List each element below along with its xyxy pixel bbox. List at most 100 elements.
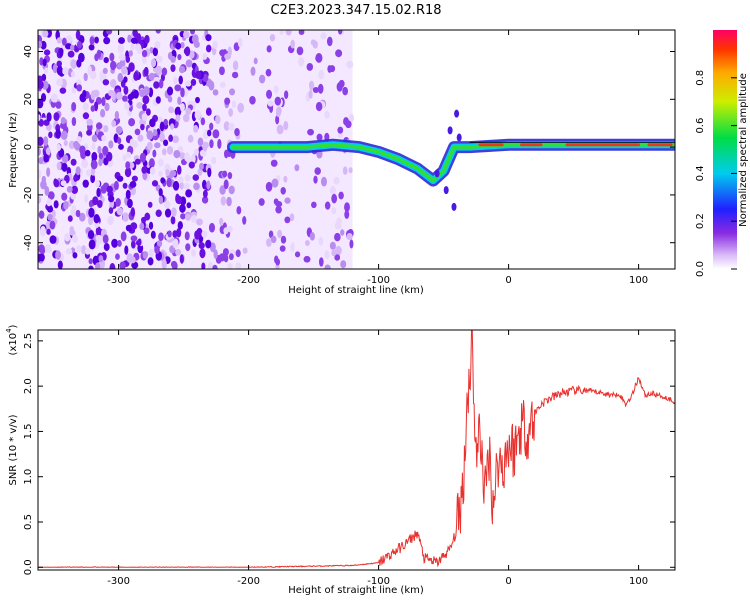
noise-speckle	[86, 118, 94, 126]
noise-speckle	[152, 149, 157, 158]
noise-speckle	[56, 143, 62, 152]
noise-speckle	[61, 154, 69, 164]
noise-speckle	[283, 120, 289, 131]
noise-speckle	[197, 137, 204, 146]
noise-speckle	[87, 215, 94, 226]
noise-speckle	[117, 137, 122, 145]
noise-speckle	[56, 78, 63, 87]
noise-speckle	[174, 106, 182, 117]
noise-speckle	[106, 185, 113, 194]
noise-speckle	[115, 92, 123, 100]
noise-speckle	[105, 30, 113, 35]
noise-speckle	[158, 195, 164, 205]
noise-speckle	[212, 264, 218, 269]
bottom-y-axis-label: SNR (10 * v/v)	[8, 414, 19, 485]
noise-speckle	[96, 49, 102, 59]
noise-speckle	[231, 71, 239, 79]
noise-speckle	[139, 89, 145, 98]
noise-speckle	[123, 85, 129, 95]
noise-speckle	[205, 44, 212, 53]
noise-speckle	[116, 175, 124, 182]
noise-speckle	[207, 261, 214, 269]
noise-speckle	[163, 139, 169, 147]
noise-speckle	[91, 134, 98, 143]
colorbar-tick-label: 0.4	[695, 165, 706, 181]
noise-speckle	[91, 142, 96, 150]
colorbar	[713, 30, 737, 269]
noise-speckle	[52, 63, 58, 74]
noise-speckle	[212, 129, 220, 139]
noise-speckle	[340, 229, 345, 236]
noise-speckle	[159, 121, 165, 132]
noise-speckle	[202, 131, 207, 139]
noise-speckle	[38, 114, 41, 122]
noise-speckle	[82, 89, 87, 98]
noise-speckle	[92, 196, 99, 206]
noise-speckle	[155, 209, 162, 218]
noise-speckle	[148, 158, 155, 169]
noise-speckle	[167, 95, 173, 103]
noise-speckle	[147, 257, 154, 266]
noise-speckle	[284, 90, 289, 99]
noise-speckle	[103, 57, 109, 64]
noise-speckle	[165, 169, 170, 177]
noise-speckle	[43, 136, 49, 147]
noise-speckle	[166, 86, 174, 96]
noise-speckle	[53, 179, 60, 188]
noise-speckle	[168, 134, 174, 142]
noise-speckle	[113, 180, 119, 191]
noise-speckle	[205, 239, 212, 249]
noise-speckle	[290, 39, 296, 49]
x-tick-label: -100	[367, 576, 390, 587]
noise-speckle	[109, 52, 115, 62]
noise-speckle	[47, 213, 53, 221]
noise-speckle	[55, 129, 61, 139]
noise-speckle	[176, 228, 182, 238]
noise-speckle	[274, 255, 279, 264]
noise-speckle	[152, 129, 158, 137]
noise-speckle	[224, 97, 231, 105]
noise-speckle	[205, 34, 212, 42]
noise-speckle	[329, 241, 336, 250]
noise-speckle	[71, 116, 77, 127]
noise-speckle	[38, 99, 44, 109]
noise-speckle	[185, 59, 193, 68]
snr-line	[38, 330, 675, 568]
bottom-x-tick-labels: -300 -200 -100 0 100	[107, 330, 648, 587]
noise-speckle	[142, 251, 148, 259]
noise-speckle	[312, 86, 320, 93]
noise-speckle	[44, 186, 50, 196]
noise-speckle	[61, 162, 68, 172]
noise-speckle	[134, 158, 141, 165]
noise-speckle	[166, 146, 174, 155]
noise-speckle	[284, 197, 291, 204]
noise-speckle	[178, 65, 186, 74]
noise-speckle	[121, 95, 128, 102]
noise-speckle	[314, 167, 321, 175]
noise-speckle	[199, 248, 206, 259]
noise-speckle	[108, 195, 115, 203]
y-tick-label: 0.0	[23, 559, 34, 575]
noise-speckle	[102, 234, 109, 244]
noise-speckle	[209, 122, 214, 131]
colorbar-tick-labels: 0.0 0.2 0.4 0.6 0.8	[695, 70, 737, 277]
noise-speckle	[163, 200, 171, 209]
noise-speckle	[265, 68, 272, 77]
noise-speckle	[159, 132, 165, 143]
noise-speckle	[331, 193, 338, 204]
noise-speckle	[324, 201, 331, 210]
noise-speckle	[191, 214, 197, 223]
noise-speckle	[38, 169, 42, 179]
noise-speckle	[146, 130, 154, 140]
noise-speckle	[177, 221, 183, 230]
noise-speckle	[199, 162, 204, 171]
noise-speckle	[68, 140, 75, 150]
noise-speckle	[61, 37, 67, 46]
noise-speckle	[149, 166, 156, 176]
noise-speckle	[228, 122, 235, 131]
noise-speckle	[145, 108, 151, 116]
top-plot-frame	[37, 29, 676, 270]
noise-speckle	[111, 120, 117, 128]
noise-speckle	[49, 220, 56, 230]
noise-speckle	[41, 80, 49, 90]
